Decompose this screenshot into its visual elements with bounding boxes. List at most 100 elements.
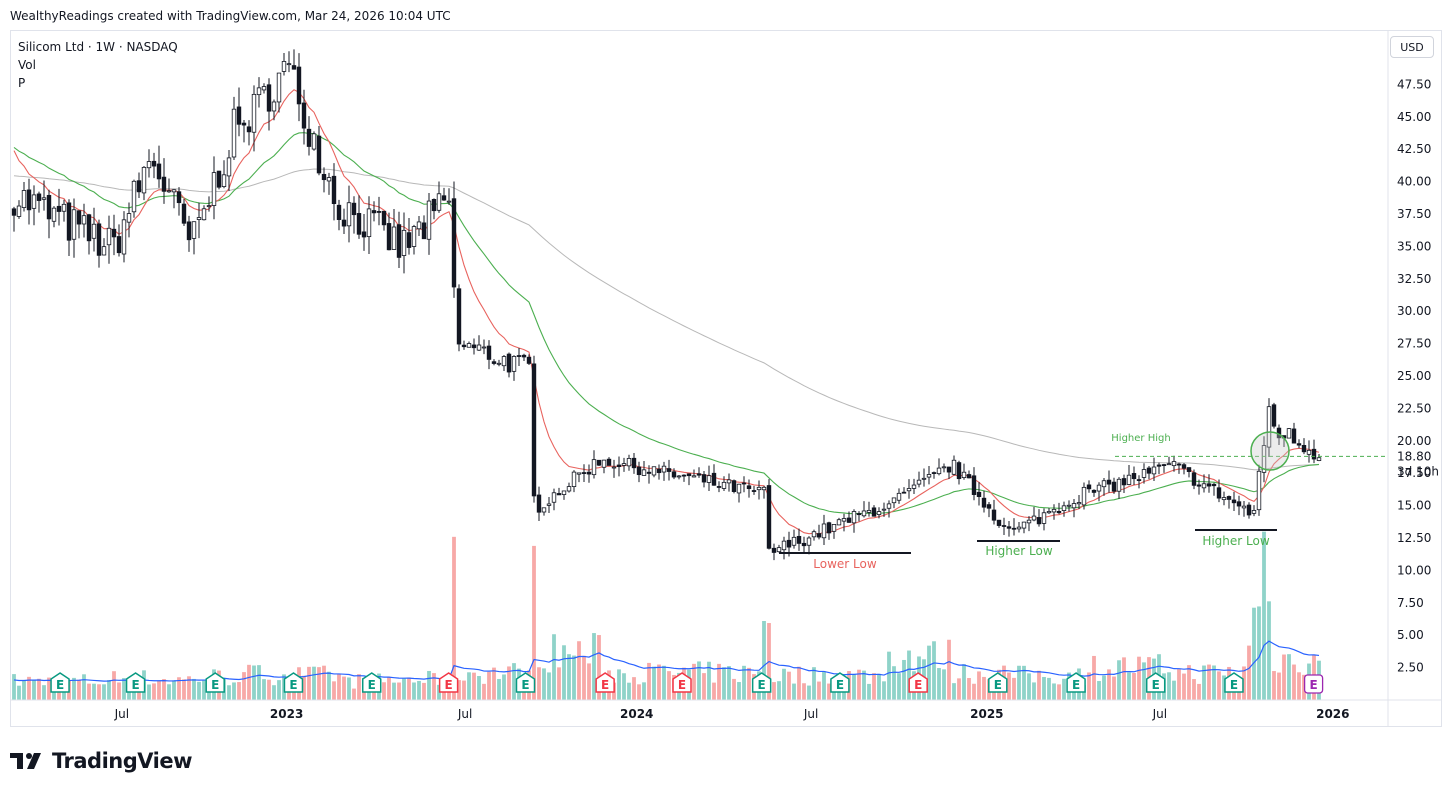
candle-body xyxy=(1011,527,1017,530)
earnings-marker[interactable]: E xyxy=(125,672,146,693)
currency-selector[interactable]: USD xyxy=(1390,36,1434,58)
candle-body xyxy=(201,208,207,221)
candle-body xyxy=(246,126,252,133)
candle-body xyxy=(231,108,237,158)
volume-bar xyxy=(1252,607,1256,700)
candle-body xyxy=(496,362,502,365)
volume-bar xyxy=(627,682,631,700)
candle-body xyxy=(661,465,667,473)
earnings-badge xyxy=(1224,672,1244,693)
chart-frame xyxy=(10,30,1442,727)
candle-body xyxy=(791,536,797,546)
candle-body xyxy=(896,492,902,501)
candle-body xyxy=(446,200,452,203)
volume-bar xyxy=(392,682,396,700)
candle-body xyxy=(591,459,597,476)
ma-mid-line xyxy=(13,132,1320,515)
y-tick-label: 47.50 xyxy=(1397,77,1431,91)
earnings-marker[interactable]: E xyxy=(515,672,536,693)
candle-body xyxy=(1176,463,1182,466)
candle-body xyxy=(886,503,892,509)
candle-body xyxy=(376,211,382,213)
volume-bar xyxy=(867,683,871,700)
volume-bar xyxy=(862,670,866,700)
candle-body xyxy=(486,345,492,360)
candle-body xyxy=(31,194,37,209)
candle-body xyxy=(176,191,182,204)
earnings-marker[interactable]: E xyxy=(672,672,692,693)
candle-body xyxy=(436,193,442,211)
volume-bar xyxy=(77,679,81,700)
candle-body xyxy=(356,213,362,235)
annotation-label: Higher Low xyxy=(1202,534,1270,548)
volume-bar xyxy=(347,677,351,700)
candle-body xyxy=(576,472,582,475)
tradingview-logo[interactable]: TradingView xyxy=(10,747,192,775)
volume-bar xyxy=(952,683,956,700)
earnings-marker[interactable]: E xyxy=(438,672,459,693)
candle-body xyxy=(1126,474,1132,485)
volume-bar xyxy=(1102,675,1106,700)
volume-bar xyxy=(942,669,946,700)
volume-bar xyxy=(492,667,496,700)
earnings-marker[interactable]: E xyxy=(205,672,225,693)
earnings-marker[interactable]: E xyxy=(1224,672,1244,693)
earnings-label: E xyxy=(211,678,219,692)
volume-bar xyxy=(982,676,986,700)
candle-body xyxy=(316,135,322,174)
candle-body xyxy=(626,458,632,467)
earnings-marker[interactable]: E xyxy=(50,672,70,693)
candle-body xyxy=(406,232,412,248)
candle-body xyxy=(676,475,682,478)
candle-body xyxy=(756,486,762,491)
candle-body xyxy=(41,197,47,200)
candle-body xyxy=(681,474,687,477)
earnings-marker[interactable]: E xyxy=(1303,674,1324,694)
earnings-badge xyxy=(50,672,70,693)
earnings-marker[interactable]: E xyxy=(751,672,772,693)
volume-bar xyxy=(572,655,576,700)
ma-long-line xyxy=(13,168,1320,471)
earnings-marker[interactable]: E xyxy=(908,672,928,693)
candle-body xyxy=(161,176,167,192)
volume-indicator-label[interactable]: Vol xyxy=(18,58,36,72)
y-tick-label: 12.50 xyxy=(1397,531,1431,545)
indicator-p-label[interactable]: P xyxy=(18,76,26,90)
volume-bar xyxy=(452,536,456,700)
y-tick-label: 5.00 xyxy=(1397,628,1424,642)
candle-body xyxy=(771,547,777,553)
earnings-label: E xyxy=(994,678,1002,692)
earnings-marker[interactable]: E xyxy=(595,672,615,693)
earnings-marker[interactable]: E xyxy=(361,672,382,693)
candle-body xyxy=(961,471,967,479)
candles[interactable] xyxy=(11,49,1322,561)
earnings-marker[interactable]: E xyxy=(1066,672,1086,693)
volume-bar xyxy=(1207,664,1211,700)
volume-bar xyxy=(737,682,741,700)
volume-bar xyxy=(1137,656,1141,700)
volume-bar xyxy=(177,677,181,700)
candle-body xyxy=(861,510,867,517)
earnings-marker[interactable]: E xyxy=(830,672,850,693)
candle-body xyxy=(501,356,507,367)
candle-body xyxy=(716,486,722,488)
candle-body xyxy=(706,475,712,483)
candle-body xyxy=(1241,505,1247,509)
candle-body xyxy=(151,160,157,167)
volume-bar xyxy=(502,674,506,700)
candle-body xyxy=(116,236,122,254)
earnings-marker[interactable]: E xyxy=(1145,672,1166,693)
axes: 2.50 5.00 7.50 10.00 12.50 15.00 17.50 20.00 22.… xyxy=(10,30,1442,727)
candle-body xyxy=(806,537,812,546)
volume-bar xyxy=(597,635,601,700)
volume-bar xyxy=(647,662,651,700)
volume-ma-line xyxy=(13,640,1320,682)
earnings-marker[interactable]: E xyxy=(988,672,1008,693)
earnings-marker[interactable]: E xyxy=(283,672,304,693)
volume-bar xyxy=(1197,683,1201,700)
candle-body xyxy=(76,210,82,225)
volume-bar xyxy=(32,680,36,700)
symbol-title[interactable]: Silicom Ltd · 1W · NASDAQ xyxy=(18,40,178,54)
